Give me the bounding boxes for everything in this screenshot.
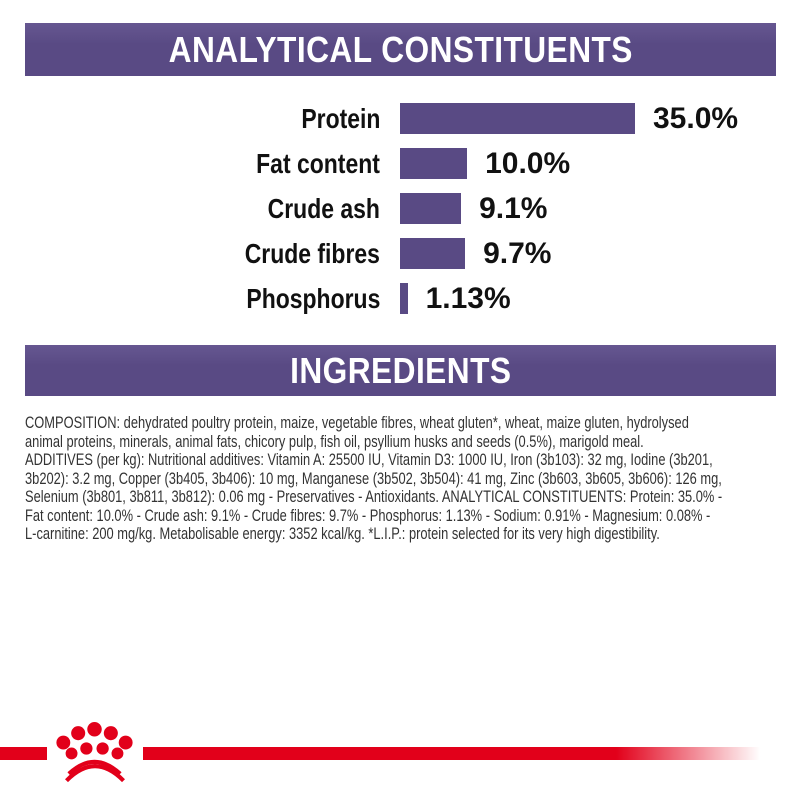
crown-dot-icon bbox=[111, 747, 124, 760]
ingredients-header: INGREDIENTS bbox=[25, 345, 776, 396]
crown-dot-icon bbox=[80, 742, 93, 755]
bar bbox=[400, 238, 466, 269]
bar-value-label: 10.0% bbox=[485, 146, 571, 180]
bar-value-label: 1.13% bbox=[425, 281, 511, 315]
crown-dot-icon bbox=[103, 726, 118, 741]
chart-row: Crude fibres 9.7% bbox=[25, 236, 775, 270]
crown-base-arc-icon bbox=[65, 764, 125, 783]
bar bbox=[400, 103, 635, 134]
bar-category-label: Crude fibres bbox=[244, 237, 380, 269]
crown-dot-icon bbox=[118, 735, 133, 750]
composition-paragraph: COMPOSITION: dehydrated poultry protein,… bbox=[25, 414, 723, 543]
bar-value-label: 9.7% bbox=[483, 236, 552, 270]
crown-dot-icon bbox=[71, 726, 86, 741]
analytical-constituents-title: ANALYTICAL CONSTITUENTS bbox=[168, 28, 633, 70]
bar bbox=[400, 193, 462, 224]
chart-row: Protein 35.0% bbox=[25, 101, 775, 135]
footer-rule-left bbox=[0, 747, 47, 760]
chart-row: Crude ash 9.1% bbox=[25, 191, 775, 225]
bar-value-label: 35.0% bbox=[653, 101, 739, 135]
bar-category-label: Protein bbox=[300, 102, 380, 134]
footer-rule-right bbox=[143, 747, 800, 760]
crown-dot-icon bbox=[96, 742, 109, 755]
bar-category-label: Crude ash bbox=[267, 192, 380, 224]
bar-value-label: 9.1% bbox=[479, 191, 548, 225]
crown-dot-icon bbox=[56, 735, 71, 750]
bar bbox=[400, 148, 468, 179]
crown-base-arc-icon bbox=[67, 759, 122, 776]
bar bbox=[400, 283, 408, 314]
analytical-constituents-chart: Protein 35.0% Fat content 10.0% Crude ash 9.1… bbox=[25, 101, 775, 328]
royal-canin-crown-logo bbox=[56, 721, 133, 783]
bar-category-label: Fat content bbox=[256, 147, 380, 179]
bar-category-label: Phosphorus bbox=[246, 282, 380, 314]
chart-row: Fat content 10.0% bbox=[25, 146, 775, 180]
chart-row: Phosphorus 1.13% bbox=[25, 281, 775, 315]
analytical-constituents-header: ANALYTICAL CONSTITUENTS bbox=[25, 23, 776, 76]
crown-dot-icon bbox=[87, 721, 102, 737]
crown-dot-icon bbox=[65, 747, 78, 760]
ingredients-title: INGREDIENTS bbox=[289, 349, 512, 391]
